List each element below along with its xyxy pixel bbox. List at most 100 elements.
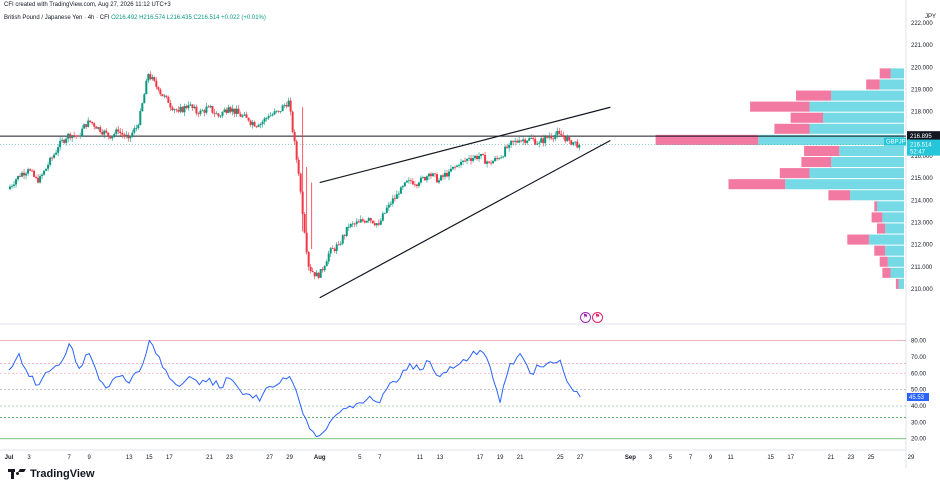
candle-body bbox=[187, 105, 190, 109]
tradingview-logo[interactable]: TradingView bbox=[8, 468, 95, 480]
candle-body bbox=[251, 122, 254, 125]
candle-body bbox=[419, 177, 422, 183]
candle-body bbox=[177, 109, 180, 112]
candle-body bbox=[486, 161, 489, 164]
level-price-tag bbox=[907, 131, 940, 141]
candle-body bbox=[175, 109, 178, 111]
price-tick-label: 210.000 bbox=[911, 287, 933, 293]
candle-body bbox=[105, 130, 108, 133]
candle-body bbox=[363, 220, 366, 223]
candle-body bbox=[293, 131, 296, 142]
price-tick-label: 214.000 bbox=[911, 198, 933, 204]
candle-body bbox=[39, 176, 42, 183]
candle-body bbox=[101, 132, 104, 135]
candle-body bbox=[207, 106, 210, 108]
candle-body bbox=[403, 182, 406, 187]
candle-body bbox=[57, 147, 60, 153]
candle-body bbox=[117, 129, 120, 132]
price-tick-label: 212.000 bbox=[911, 243, 933, 249]
time-tick-label: 25 bbox=[557, 455, 564, 461]
volume-profile-bar bbox=[866, 79, 880, 90]
symbol-info: British Pound / Japanese Yen · 4h · CFI … bbox=[4, 15, 266, 21]
currency-label[interactable]: JPY bbox=[924, 14, 936, 20]
candle-body bbox=[502, 156, 505, 158]
time-tick-label: 11 bbox=[417, 455, 424, 461]
candle-body bbox=[411, 181, 414, 185]
event-flag-icon[interactable]: ⚑ bbox=[592, 312, 603, 323]
candle-body bbox=[47, 164, 50, 169]
candle-body bbox=[345, 226, 348, 236]
volume-profile-bar bbox=[877, 223, 886, 234]
candle-body bbox=[377, 223, 380, 225]
symbol-title[interactable]: British Pound / Japanese Yen · 4h · CFI bbox=[4, 15, 110, 21]
candle-body bbox=[103, 130, 106, 135]
candle-body bbox=[11, 185, 14, 187]
candle-body bbox=[277, 110, 280, 112]
candle-body bbox=[81, 128, 84, 136]
candle-body bbox=[492, 160, 495, 164]
time-tick-label: 9 bbox=[709, 455, 713, 461]
candle-body bbox=[496, 157, 499, 159]
candle-body bbox=[183, 105, 186, 113]
volume-profile-bar bbox=[758, 134, 904, 145]
volume-profile-bar bbox=[796, 90, 832, 101]
candle-body bbox=[351, 223, 354, 225]
candle-body bbox=[560, 133, 563, 136]
candle-body bbox=[456, 165, 459, 167]
candle-body bbox=[99, 127, 102, 133]
volume-profile-bar bbox=[655, 134, 759, 145]
candle-body bbox=[435, 174, 438, 183]
time-tick-label: 27 bbox=[577, 455, 584, 461]
candle-body bbox=[281, 105, 284, 112]
candle-body bbox=[474, 155, 477, 159]
candle-body bbox=[21, 172, 24, 177]
time-tick-label: 29 bbox=[908, 455, 915, 461]
candle-body bbox=[564, 136, 567, 142]
candle-body bbox=[153, 77, 156, 81]
candle-body bbox=[327, 253, 330, 262]
candle-body bbox=[115, 129, 118, 134]
rsi-tick-label: 20.00 bbox=[911, 437, 927, 443]
candle-body bbox=[205, 106, 208, 113]
price-tick-label: 221.000 bbox=[911, 43, 933, 49]
event-flag-icon[interactable]: ⚑ bbox=[580, 312, 591, 323]
candle-body bbox=[480, 153, 483, 156]
candle-body bbox=[93, 123, 96, 127]
candle-body bbox=[329, 248, 332, 254]
candle-body bbox=[119, 131, 122, 133]
candle-body bbox=[476, 155, 479, 159]
candle-body bbox=[155, 80, 158, 88]
candle-body bbox=[443, 173, 446, 177]
time-tick-label: 23 bbox=[226, 455, 233, 461]
candle-body bbox=[303, 214, 306, 233]
candle-body bbox=[468, 158, 471, 160]
candle-body bbox=[437, 180, 440, 183]
candle-body bbox=[544, 136, 547, 144]
volume-profile-bar bbox=[728, 179, 786, 190]
candle-body bbox=[462, 160, 465, 162]
price-tick-label: 215.000 bbox=[911, 176, 933, 182]
candle-body bbox=[572, 142, 575, 145]
candle-body bbox=[546, 136, 549, 138]
volume-profile-bar bbox=[890, 267, 904, 278]
candle-body bbox=[349, 223, 352, 227]
candle-body bbox=[389, 203, 392, 205]
candle-body bbox=[269, 115, 272, 117]
candle-body bbox=[253, 122, 256, 127]
candle-body bbox=[542, 138, 545, 144]
time-tick-label: 17 bbox=[787, 455, 794, 461]
candle-body bbox=[347, 226, 350, 228]
candle-body bbox=[109, 136, 112, 139]
time-tick-label: 21 bbox=[206, 455, 213, 461]
candle-body bbox=[135, 128, 138, 129]
volume-profile-bar bbox=[885, 223, 904, 234]
time-tick-label: 7 bbox=[67, 455, 71, 461]
candle-body bbox=[107, 132, 110, 137]
candle-body bbox=[215, 113, 218, 115]
tradingview-logo-icon bbox=[8, 469, 26, 479]
candle-body bbox=[548, 136, 551, 138]
candle-body bbox=[171, 107, 174, 111]
candle-body bbox=[73, 135, 76, 136]
candle-body bbox=[405, 180, 408, 183]
